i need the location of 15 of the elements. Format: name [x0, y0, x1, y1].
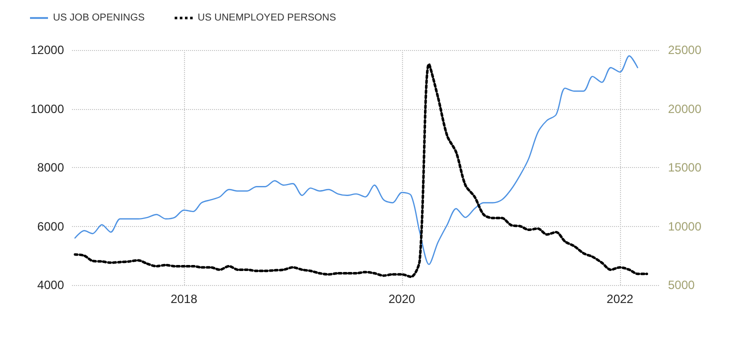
x-tick-label: 2022	[606, 292, 634, 306]
y-tick-label: 6000	[37, 219, 64, 234]
x-tick-label: 2018	[170, 292, 198, 306]
y-tick-label: 4000	[37, 278, 64, 292]
y2-tick-label: 5000	[668, 278, 696, 292]
x-tick-label: 2020	[388, 292, 416, 306]
y2-tick-label: 15000	[668, 160, 702, 174]
y2-tick-label: 25000	[668, 43, 702, 57]
legend-label: US JOB OPENINGS	[53, 12, 146, 24]
y2-tick-label: 10000	[668, 219, 702, 234]
y-tick-label: 12000	[30, 43, 64, 57]
y-tick-label: 8000	[37, 160, 64, 174]
y2-tick-label: 20000	[668, 102, 702, 116]
y-tick-label: 10000	[30, 102, 64, 116]
legend-label: US UNEMPLOYED PERSONS	[198, 12, 336, 24]
